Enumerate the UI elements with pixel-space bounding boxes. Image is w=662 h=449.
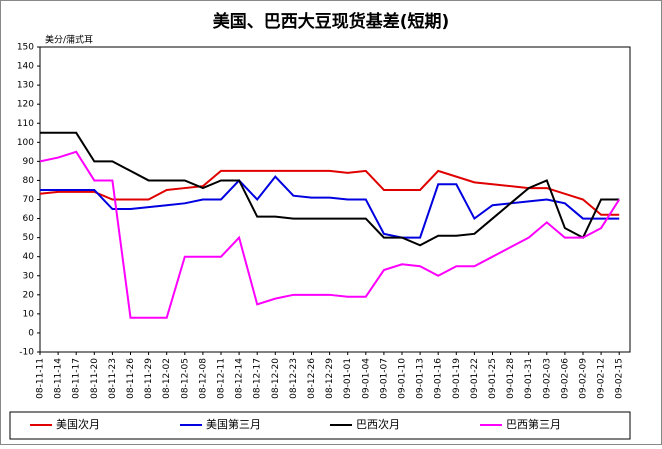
y-tick-label: 130 <box>17 81 34 91</box>
y-tick-label: 90 <box>23 157 35 167</box>
y-tick-label: 70 <box>23 195 35 205</box>
legend-label: 巴西次月 <box>356 417 400 431</box>
x-tick-label: 09-02-12 <box>597 358 607 399</box>
x-tick-label: 09-01-28 <box>506 358 516 399</box>
y-tick-label: 60 <box>23 214 35 224</box>
series-line <box>39 150 621 319</box>
legend-label: 巴西第三月 <box>506 417 561 431</box>
y-tick-label: 20 <box>23 290 35 300</box>
y-tick-label: 30 <box>23 271 35 281</box>
series-line <box>40 131 620 247</box>
x-tick-label: 08-12-08 <box>198 358 208 399</box>
x-tick-label: 09-01-01 <box>343 358 353 399</box>
y-tick-label: 110 <box>17 119 34 129</box>
x-tick-label: 09-02-03 <box>542 358 552 399</box>
y-tick-label: 150 <box>17 43 34 53</box>
x-tick-label: 09-01-22 <box>470 358 480 399</box>
x-tick-label: 09-01-19 <box>452 358 462 399</box>
x-tick-label: 08-12-17 <box>253 358 263 399</box>
series-line <box>39 169 620 216</box>
series-line <box>40 175 620 239</box>
x-tick-label: 09-01-07 <box>379 358 389 399</box>
legend-label: 美国第三月 <box>206 417 261 431</box>
chart-title: 美国、巴西大豆现货基差(短期) <box>213 11 450 32</box>
y-tick-label: 50 <box>23 233 35 243</box>
y-tick-label: 80 <box>23 176 35 186</box>
x-tick-label: 09-02-06 <box>560 358 570 399</box>
x-tick-label: 09-01-16 <box>434 358 444 399</box>
legend-label: 美国次月 <box>56 417 100 431</box>
x-tick-label: 09-01-13 <box>416 358 426 399</box>
x-tick-label: 08-12-23 <box>289 358 299 399</box>
y-tick-label: 0 <box>28 328 34 338</box>
x-tick-label: 09-02-15 <box>615 358 625 399</box>
x-tick-label: 08-12-14 <box>235 358 245 399</box>
x-tick-label: 08-11-17 <box>72 358 82 399</box>
y-tick-label: -10 <box>19 348 34 358</box>
x-tick-label: 09-02-09 <box>579 358 589 399</box>
x-tick-label: 09-01-04 <box>361 358 371 399</box>
x-tick-label: 08-11-29 <box>144 358 154 399</box>
y-tick-label: 40 <box>23 252 35 262</box>
x-tick-label: 08-11-20 <box>90 358 100 399</box>
y-tick-label: 140 <box>17 62 34 72</box>
x-tick-label: 08-11-14 <box>54 358 64 399</box>
x-tick-label: 09-01-10 <box>398 358 408 399</box>
y-tick-label: 10 <box>23 309 35 319</box>
x-tick-label: 08-12-05 <box>180 358 190 399</box>
x-tick-label: 08-11-23 <box>108 358 118 399</box>
y-tick-label: 100 <box>17 138 34 148</box>
x-tick-label: 08-12-11 <box>217 358 227 399</box>
x-tick-label: 08-11-11 <box>36 358 46 399</box>
x-tick-label: 09-01-31 <box>524 358 534 399</box>
x-tick-label: 08-12-20 <box>271 358 281 399</box>
x-tick-label: 08-12-02 <box>162 358 172 399</box>
y-tick-label: 120 <box>17 100 34 110</box>
x-tick-label: 08-11-26 <box>126 358 136 399</box>
x-tick-label: 08-12-26 <box>307 358 317 399</box>
legend <box>9 411 631 440</box>
x-tick-label: 08-12-29 <box>325 358 335 399</box>
x-tick-label: 09-01-25 <box>488 358 498 399</box>
y-axis-label: 美分/蒲式耳 <box>45 34 93 46</box>
